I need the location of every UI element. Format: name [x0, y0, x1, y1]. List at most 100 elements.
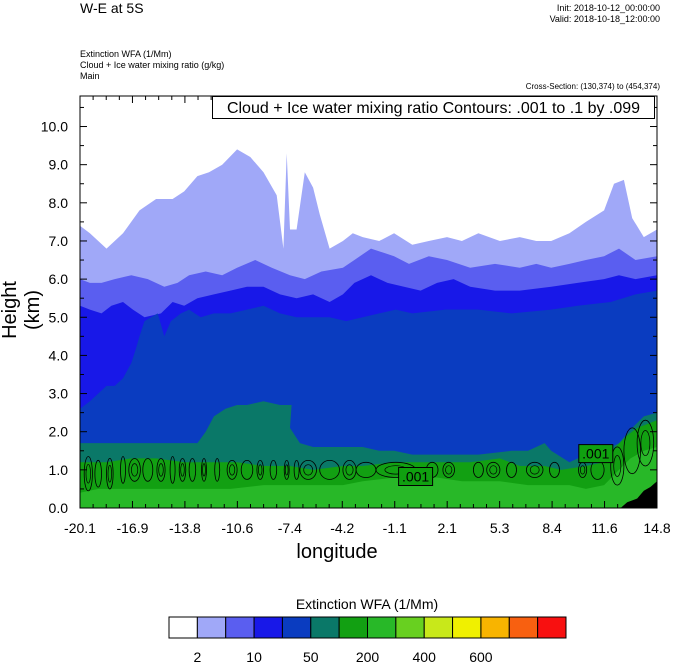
contour-line-inner [85, 463, 91, 484]
y-tick-label: 1.0 [49, 462, 69, 478]
contour-line [120, 456, 126, 484]
y-tick-label: 7.0 [49, 233, 69, 249]
contour-label-box [398, 467, 434, 486]
field-line-domain: Main [80, 71, 100, 81]
colorbar-label: 10 [246, 649, 262, 665]
x-tick-label: -10.6 [221, 520, 253, 536]
contour-line [128, 458, 141, 482]
field-line-extinction: Extinction WFA (1/Mm) [80, 49, 172, 59]
y-tick-label: 5.0 [49, 309, 69, 325]
colorbar-label: 400 [413, 649, 437, 665]
contour-line [526, 461, 544, 478]
contour-line [623, 427, 641, 475]
contour-line-inner [579, 465, 586, 475]
contour-line-inner [529, 465, 540, 475]
chart-title: W-E at 5S [80, 0, 144, 16]
colorbar-swatch [480, 616, 510, 639]
contour-line-inner [202, 463, 206, 477]
contour-line [319, 459, 340, 480]
colorbar-swatch [338, 616, 369, 639]
x-tick-label: -7.4 [278, 520, 302, 536]
contour-line-inner [258, 464, 263, 476]
x-axis-label: longitude [296, 541, 378, 563]
colorbar-swatch [423, 616, 454, 639]
contour-line [610, 446, 625, 486]
contour-line [486, 461, 501, 478]
contour-line [226, 459, 238, 480]
valid-time-label: Valid: 2018-10-18_12:00:00 [549, 14, 660, 24]
contour-line [201, 458, 207, 482]
colorbar-swatch [225, 616, 255, 639]
x-tick-label: -4.2 [330, 520, 354, 536]
contour-label: .001 [402, 469, 429, 485]
layer-black [620, 481, 657, 508]
contour-line-inner [229, 464, 236, 476]
contour-line-inner [284, 464, 289, 476]
contour-line [94, 459, 102, 488]
contour-line [269, 459, 278, 480]
x-tick-label: -16.9 [116, 520, 148, 536]
field-line-mixing-ratio: Cloud + Ice water mixing ratio (g/kg) [80, 60, 225, 70]
contour-line [442, 461, 455, 478]
contour-line-inner [107, 464, 112, 483]
layer-lightgreen [80, 447, 657, 508]
contour-line [188, 458, 197, 482]
colorbar-title: Extinction WFA (1/Mm) [295, 596, 439, 612]
colorbar-swatch [537, 616, 567, 639]
contour-line [299, 459, 317, 480]
init-time-label: Init: 2018-10-12_00:00:00 [556, 3, 660, 13]
contour-line [283, 459, 290, 480]
colorbar: 2 10 50 200 400 600 [168, 616, 567, 665]
colorbar-swatch [452, 616, 482, 639]
contour-lines: .001 .001 [83, 419, 655, 492]
contour-line [240, 459, 254, 480]
contour-line [256, 459, 264, 480]
contour-line-inner [613, 455, 622, 477]
contour-line [214, 458, 221, 482]
x-tick-label: 5.3 [490, 520, 510, 536]
contour-line [83, 456, 93, 492]
x-tick-label: 14.8 [643, 520, 670, 536]
colorbar-swatch [196, 616, 227, 639]
x-tick-label: 2.1 [437, 520, 457, 536]
colorbar-swatch [281, 616, 312, 639]
contour-info-box: Cloud + Ice water mixing ratio Contours:… [212, 96, 655, 119]
x-tick-label: -1.1 [383, 520, 407, 536]
colorbar-swatch [395, 616, 425, 639]
colorbar-swatch [310, 616, 340, 639]
colorbar-label: 600 [469, 649, 493, 665]
colorbar-swatch [508, 616, 539, 639]
colorbar-label: 200 [356, 649, 380, 665]
contour-line-inner [445, 465, 453, 475]
contour-label: .001 [582, 446, 609, 462]
contour-line-inner [180, 463, 185, 477]
heatmap-layers [80, 96, 657, 508]
contour-line [549, 461, 560, 478]
contour-line [142, 458, 154, 482]
y-tick-label: 2.0 [49, 424, 69, 440]
y-axis: 0.0 1.0 2.0 3.0 4.0 5.0 6.0 7.0 8.0 9.0 10.0 [41, 106, 657, 516]
x-tick-label: -20.1 [64, 520, 96, 536]
x-axis: -20.1 -16.9 -13.8 -10.6 -7.4 -4.2 -1.1 2.1 5.3 8.… [64, 96, 671, 536]
y-tick-label: 0.0 [49, 500, 69, 516]
contour-line [293, 459, 300, 480]
y-axis-label: Height (km) [0, 281, 44, 339]
contour-line-inner [158, 463, 164, 477]
colorbar-swatch [367, 616, 397, 639]
contour-line-inner [345, 464, 354, 476]
contour-line [636, 419, 655, 467]
contour-line [506, 461, 517, 478]
contour-line [178, 458, 187, 482]
contour-line-inner [303, 464, 314, 476]
contour-line [472, 461, 484, 478]
y-tick-label: 6.0 [49, 271, 69, 287]
x-tick-label: 8.4 [542, 520, 562, 536]
contour-label-box [578, 444, 614, 464]
y-tick-label: 9.0 [49, 157, 69, 173]
y-tick-label: 10.0 [41, 119, 68, 135]
contour-line [106, 458, 114, 490]
colorbar-label: 50 [303, 649, 319, 665]
colorbar-label: 2 [194, 649, 202, 665]
cross-section-label: Cross-Section: (130,374) to (454,374) [525, 82, 660, 91]
